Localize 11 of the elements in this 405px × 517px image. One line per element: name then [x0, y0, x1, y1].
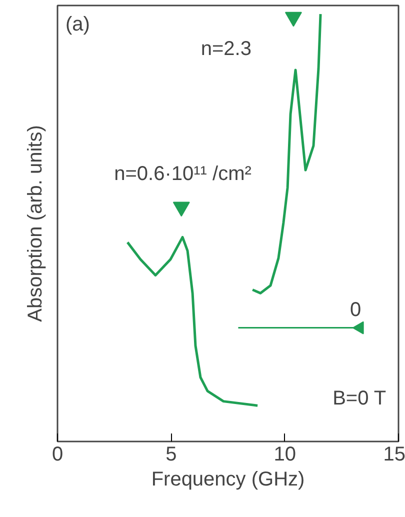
annotation: B=0 T [332, 388, 386, 410]
x-tick-label: 0 [52, 444, 64, 466]
y-axis-title: Absorption (arb. units) [24, 125, 46, 322]
x-axis-title: Frequency (GHz) [151, 468, 305, 490]
x-tick-label: 15 [383, 444, 405, 466]
ref-line-label: 0 [350, 298, 362, 321]
x-tick-label: 10 [274, 444, 296, 466]
x-tick-label: 5 [166, 444, 177, 466]
annotation: (a) [66, 14, 90, 36]
annotation: n=0.6·10¹¹ /cm² [114, 162, 252, 185]
annotation: n=2.3 [200, 38, 252, 60]
